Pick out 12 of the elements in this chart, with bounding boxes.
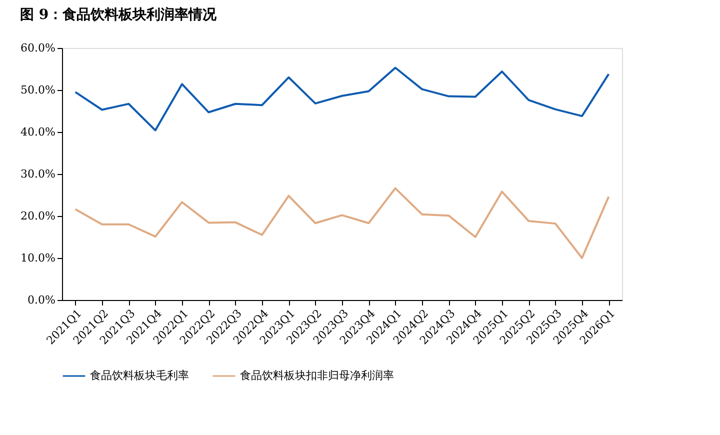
line-series xyxy=(74,187,610,259)
y-tick-label: 0.0% xyxy=(28,294,56,306)
y-tick-label: 50.0% xyxy=(20,84,56,96)
y-tick-label: 60.0% xyxy=(20,42,56,54)
y-tick-label: 40.0% xyxy=(20,126,56,138)
y-tick-label: 10.0% xyxy=(20,252,56,264)
legend-label: 食品饮料板块毛利率 xyxy=(90,369,189,382)
y-tick-label: 20.0% xyxy=(20,210,56,222)
chart-title: 图 9：食品饮料板块利润率情况 xyxy=(20,6,218,23)
legend-label: 食品饮料板块扣非归母净利润率 xyxy=(240,369,394,382)
line-series xyxy=(74,66,610,132)
y-tick-label: 30.0% xyxy=(20,168,56,180)
